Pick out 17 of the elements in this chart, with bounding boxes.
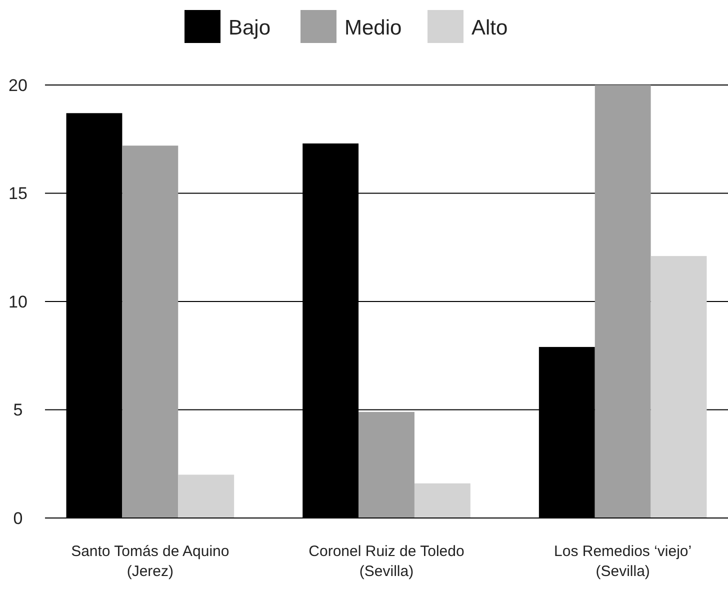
x-tick-label: Coronel Ruiz de Toledo (Sevilla) [308,543,464,580]
bar [594,85,651,518]
y-tick-label: 10 [8,292,28,312]
legend-label: Medio [344,16,402,40]
bar [178,474,234,518]
y-tick-label: 15 [8,184,28,204]
bar [358,412,414,518]
x-tick-label: Los Remedios ‘viejo’ (Sevilla) [554,543,692,580]
y-tick-label: 20 [8,76,28,95]
y-tick-label: 5 [13,400,23,420]
legend-label: Bajo [228,16,271,40]
bar [122,146,178,518]
legend-label: Alto [472,16,508,40]
bar [414,483,470,518]
bar [650,256,707,518]
x-tick-label: Santo Tomás de Aquino (Jerez) [71,543,230,580]
y-tick-label: 0 [13,508,23,528]
